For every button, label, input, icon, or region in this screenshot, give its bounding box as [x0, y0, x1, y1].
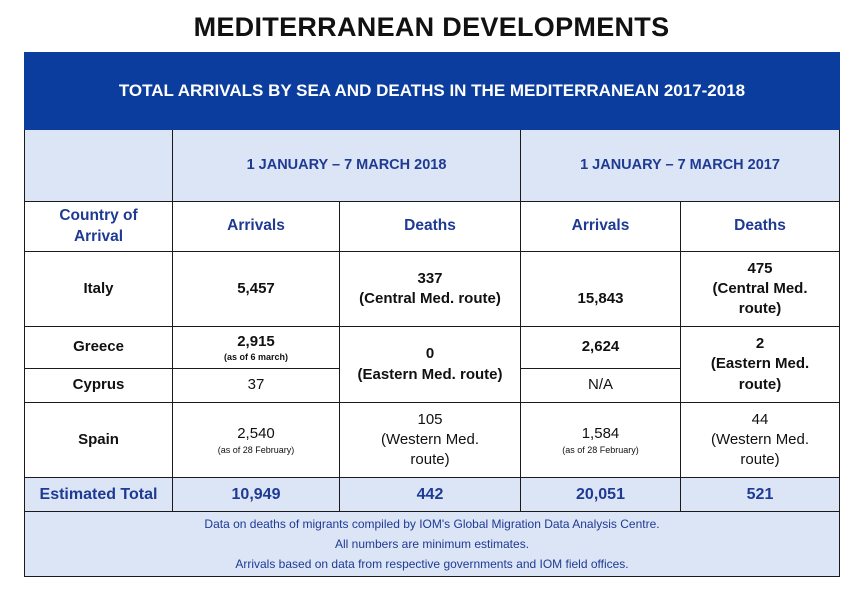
table-row: Greece 2,915 (as of 6 march) 0 (Eastern Me… — [24, 326, 841, 403]
arrivals-deaths-table: TOTAL ARRIVALS BY SEA AND DEATHS IN THE … — [23, 52, 841, 577]
header-deaths-2018: Deaths — [339, 201, 521, 252]
country-italy: Italy — [24, 251, 173, 327]
table-title: TOTAL ARRIVALS BY SEA AND DEATHS IN THE … — [23, 52, 841, 130]
cyprus-arrivals-2017: N/A — [520, 368, 681, 403]
eastern-deaths-2017: 2 (Eastern Med. route) — [679, 326, 841, 403]
total-deaths-2017: 521 — [679, 477, 841, 512]
empty-header-cell — [24, 129, 173, 202]
eastern-deaths-2018: 0 (Eastern Med. route) — [339, 326, 521, 403]
header-country: Country of Arrival — [24, 201, 173, 252]
cyprus-arrivals-2018: 37 — [172, 368, 340, 403]
footnote: Data on deaths of migrants compiled by I… — [204, 517, 660, 531]
header-arrivals-2017: Arrivals — [520, 201, 681, 252]
country-cyprus: Cyprus — [24, 368, 173, 403]
period-2017: 1 JANUARY – 7 MARCH 2017 — [519, 129, 841, 202]
italy-arrivals-2017: 15,843 — [520, 251, 681, 327]
footnotes: Data on deaths of migrants compiled by I… — [23, 511, 841, 577]
italy-deaths-2017: 475 (Central Med. route) — [679, 251, 841, 327]
greece-arrivals-2018: 2,915 (as of 6 march) — [172, 326, 340, 369]
spain-deaths-2018: 105 (Western Med. route) — [339, 402, 521, 478]
header-arrivals-2018: Arrivals — [172, 201, 340, 252]
total-row: Estimated Total 10,949 442 20,051 521 — [24, 477, 841, 512]
table-row: Cyprus 37 N/A — [24, 368, 840, 403]
italy-arrivals-2018: 5,457 — [172, 251, 340, 327]
header-deaths-2017: Deaths — [679, 201, 841, 252]
total-label: Estimated Total — [24, 477, 173, 512]
table-row: Italy 5,457 337 (Central Med. route) 15,8… — [24, 251, 841, 327]
greece-arrivals-2017: 2,624 — [520, 326, 681, 369]
spain-arrivals-2017: 1,584 (as of 28 February) — [520, 402, 681, 478]
total-arrivals-2018: 10,949 — [172, 477, 340, 512]
total-deaths-2018: 442 — [339, 477, 521, 512]
country-spain: Spain — [24, 402, 173, 478]
table-row: Spain 2,540 (as of 28 February) 105 (Weste… — [24, 402, 841, 478]
italy-deaths-2018: 337 (Central Med. route) — [339, 251, 521, 327]
spain-arrivals-2018: 2,540 (as of 28 February) — [172, 402, 340, 478]
spain-deaths-2017: 44 (Western Med. route) — [679, 402, 841, 478]
page-title: MEDITERRANEAN DEVELOPMENTS — [193, 12, 670, 42]
period-2018: 1 JANUARY – 7 MARCH 2018 — [172, 129, 521, 202]
country-greece: Greece — [24, 326, 173, 369]
footnote: Arrivals based on data from respective g… — [235, 557, 629, 571]
total-arrivals-2017: 20,051 — [520, 477, 681, 512]
footnote: All numbers are minimum estimates. — [334, 537, 530, 551]
